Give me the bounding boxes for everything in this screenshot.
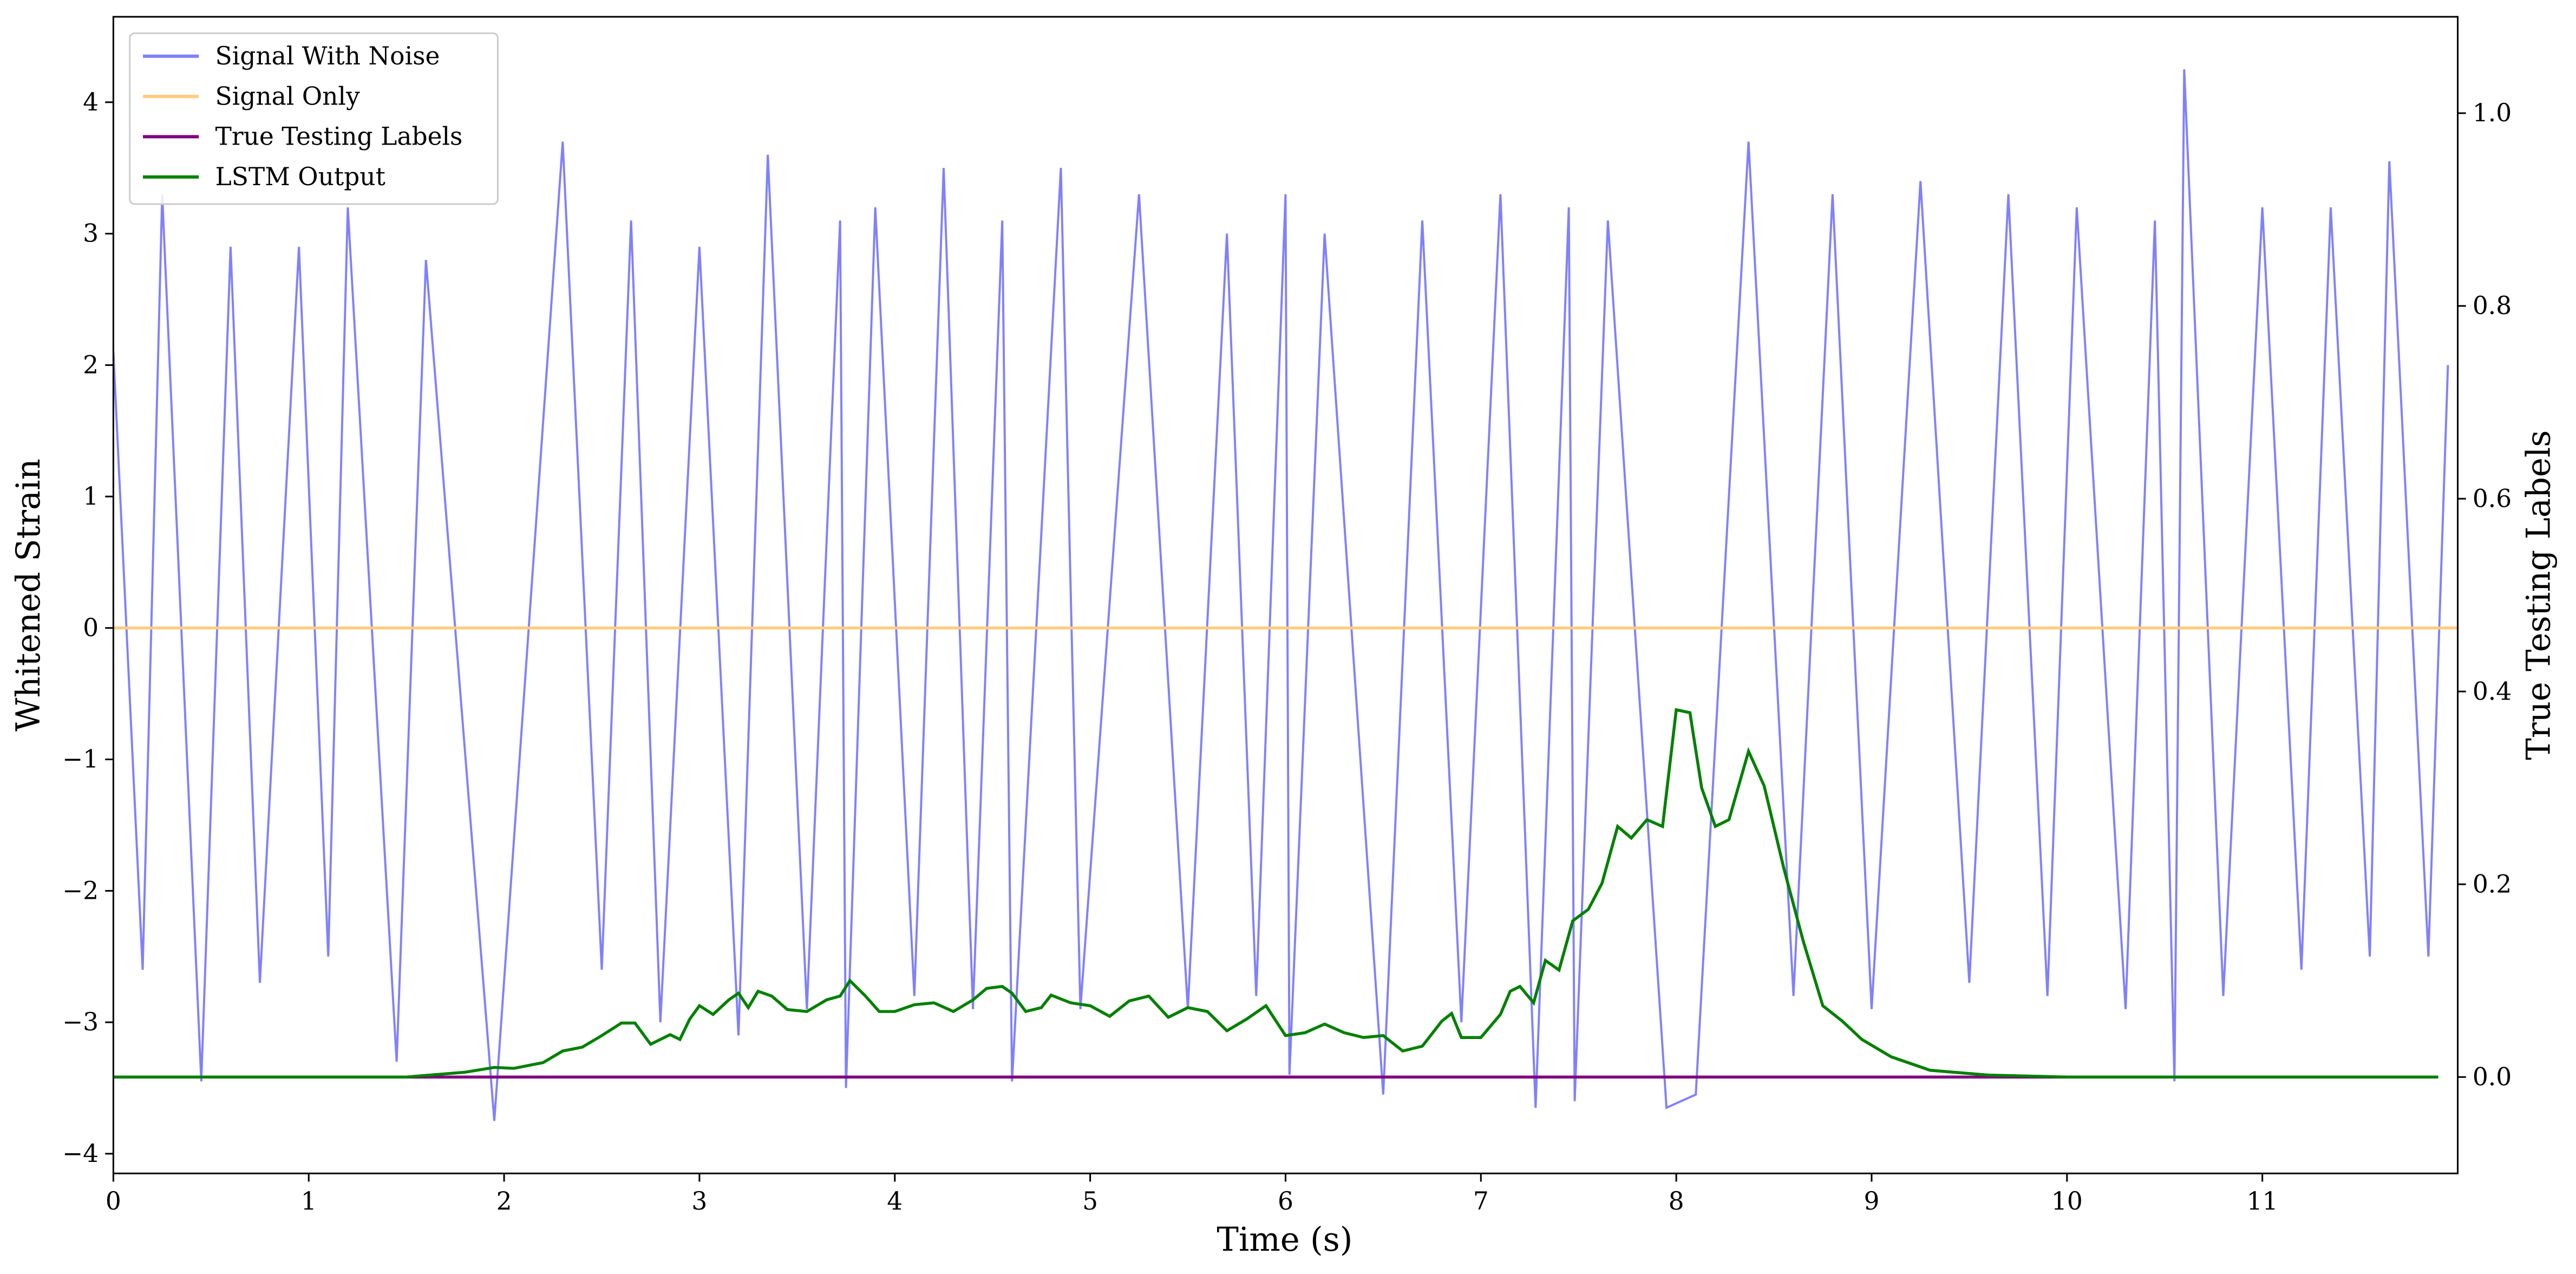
legend-label: Signal With Noise	[215, 42, 440, 70]
y-tick-label: −3	[62, 1008, 99, 1036]
series-line	[113, 69, 2449, 1121]
legend: Signal With Noise Signal Only True Testing…	[129, 32, 499, 205]
x-tick-label: 2	[496, 1187, 512, 1216]
y2-tick-label: 0.0	[2473, 1062, 2512, 1091]
x-tick-label: 4	[887, 1187, 903, 1216]
y-tick-label: 1	[83, 482, 99, 511]
y-tick-label: 2	[83, 350, 99, 379]
x-tick-label: 0	[106, 1187, 121, 1216]
y-tick-label: −2	[62, 876, 99, 905]
x-tick-label: 5	[1082, 1187, 1098, 1216]
plot-frame	[112, 16, 2459, 1174]
x-tick-label: 11	[2247, 1187, 2278, 1216]
y2-axis-label: True Testing Labels	[2520, 430, 2558, 760]
x-tick-label: 3	[691, 1187, 707, 1216]
legend-label: True Testing Labels	[215, 122, 463, 151]
x-tick-label: 7	[1473, 1187, 1489, 1216]
x-tick-label: 9	[1864, 1187, 1880, 1216]
y-tick-label: 3	[83, 219, 99, 248]
y2-tick-label: 1.0	[2473, 99, 2512, 127]
y-axis-label: Whitened Strain	[10, 459, 48, 731]
x-tick-label: 1	[301, 1187, 317, 1216]
legend-label: Signal Only	[215, 82, 360, 110]
legend-box	[129, 32, 499, 205]
series-line	[113, 708, 2438, 1079]
y-tick-label: 4	[83, 88, 99, 116]
x-tick-label: 8	[1669, 1187, 1684, 1216]
y2-tick-label: 0.8	[2473, 291, 2512, 320]
y-tick-label: 0	[83, 613, 99, 642]
y-tick-label: −1	[62, 745, 99, 774]
plot-area	[113, 69, 2458, 1121]
x-tick-label: 6	[1278, 1187, 1293, 1216]
y2-tick-label: 0.4	[2473, 677, 2512, 705]
x-axis-label: Time (s)	[1217, 1221, 1352, 1259]
legend-label: LSTM Output	[215, 162, 385, 191]
x-tick-label: 10	[2051, 1187, 2083, 1216]
y2-tick-label: 0.2	[2473, 870, 2512, 898]
y2-tick-label: 0.6	[2473, 484, 2512, 513]
y-tick-label: −4	[62, 1139, 99, 1168]
